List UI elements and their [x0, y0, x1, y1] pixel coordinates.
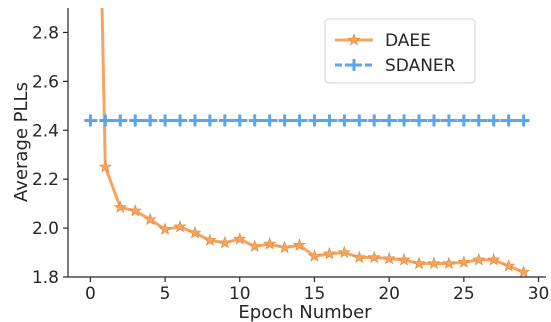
data-point-sdaner — [174, 114, 187, 127]
data-point-daee — [442, 256, 456, 270]
x-tick-label: 20 — [378, 284, 400, 304]
data-point-daee — [397, 253, 411, 266]
data-point-sdaner — [502, 114, 515, 127]
data-point-daee — [337, 245, 351, 259]
data-point-sdaner — [308, 114, 321, 127]
data-point-sdaner — [457, 114, 470, 127]
data-point-daee — [263, 237, 277, 250]
data-point-sdaner — [293, 114, 306, 127]
y-axis-label: Average PLLs — [11, 82, 32, 202]
data-point-daee — [248, 239, 262, 252]
x-axis-label: Epoch Number — [238, 302, 372, 322]
data-point-daee — [188, 226, 202, 239]
data-point-daee — [307, 249, 322, 262]
data-point-sdaner — [368, 114, 381, 127]
data-point-sdaner — [99, 114, 112, 127]
data-point-sdaner — [353, 114, 366, 127]
y-tick-label: 2.6 — [32, 72, 59, 92]
legend: DAEE SDANER — [324, 18, 476, 84]
data-point-sdaner — [129, 114, 142, 127]
data-point-sdaner — [248, 114, 261, 127]
data-point-daee — [502, 259, 516, 272]
data-point-daee — [98, 160, 112, 173]
data-point-daee — [517, 265, 531, 277]
data-point-sdaner — [263, 114, 276, 127]
x-tick-label: 0 — [85, 284, 96, 304]
legend-sdaner-label: SDANER — [385, 56, 456, 76]
data-point-sdaner — [203, 114, 216, 127]
data-point-daee — [382, 251, 396, 265]
data-point-daee — [427, 256, 441, 270]
x-tick-label: 5 — [160, 284, 171, 304]
data-point-daee — [203, 233, 217, 246]
data-point-daee — [233, 232, 247, 245]
data-point-daee — [292, 238, 307, 251]
series-sdaner — [84, 114, 530, 127]
y-tick-label: 1.8 — [32, 268, 59, 288]
data-point-sdaner — [114, 114, 127, 127]
y-tick-label: 2.2 — [32, 170, 59, 190]
x-ticks: 0 5 10 15 20 25 30 — [85, 277, 549, 304]
data-point-sdaner — [84, 114, 97, 127]
data-point-sdaner — [383, 114, 396, 127]
x-tick-label: 15 — [304, 284, 326, 304]
data-point-sdaner — [442, 114, 455, 127]
data-point-daee — [158, 222, 172, 235]
data-point-daee — [278, 240, 292, 254]
y-ticks: 1.8 2.0 2.2 2.4 2.6 2.8 — [32, 23, 68, 288]
data-point-sdaner — [472, 114, 485, 127]
legend-sdaner-marker — [348, 59, 360, 71]
series-layer — [84, 8, 531, 277]
data-point-sdaner — [144, 114, 157, 127]
data-point-sdaner — [278, 114, 291, 127]
data-point-sdaner — [517, 114, 530, 127]
y-tick-label: 2.0 — [32, 219, 59, 239]
data-point-daee — [487, 253, 501, 266]
data-point-daee — [412, 256, 426, 270]
legend-item-sdaner: SDANER — [335, 56, 456, 76]
data-point-sdaner — [218, 114, 231, 127]
y-tick-label: 2.4 — [32, 121, 59, 141]
data-point-daee — [113, 200, 127, 213]
data-point-sdaner — [398, 114, 411, 127]
x-tick-label: 10 — [229, 284, 251, 304]
data-point-sdaner — [188, 114, 201, 127]
data-point-sdaner — [427, 114, 440, 127]
data-point-sdaner — [487, 114, 500, 127]
data-point-daee — [173, 220, 187, 233]
x-tick-label: 25 — [453, 284, 475, 304]
data-point-daee — [218, 235, 232, 249]
data-point-daee — [143, 212, 157, 226]
x-tick-label: 30 — [528, 284, 550, 304]
data-point-sdaner — [413, 114, 426, 127]
legend-daee-label: DAEE — [385, 31, 431, 51]
data-point-sdaner — [323, 114, 336, 127]
y-tick-label: 2.8 — [32, 23, 59, 43]
legend-box — [324, 18, 476, 84]
data-point-sdaner — [338, 114, 351, 127]
data-point-daee — [367, 250, 381, 263]
data-point-sdaner — [159, 114, 172, 127]
data-point-daee — [128, 204, 142, 217]
data-point-sdaner — [233, 114, 246, 127]
series-daee — [98, 8, 531, 277]
data-point-daee — [472, 253, 486, 266]
legend-daee-marker — [347, 33, 361, 46]
data-point-daee — [322, 246, 336, 260]
data-point-daee — [457, 255, 471, 268]
data-point-daee — [352, 250, 366, 263]
